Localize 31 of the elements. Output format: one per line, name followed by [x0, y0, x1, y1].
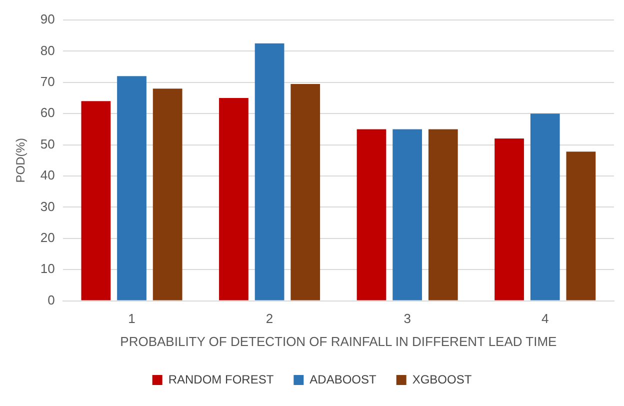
bar	[152, 88, 182, 300]
legend-label: RANDOM FOREST	[168, 372, 274, 386]
y-tick-label: 80	[40, 42, 55, 58]
x-tick-label: 2	[266, 311, 274, 326]
bar	[356, 129, 386, 300]
y-axis-title: POD(%)	[14, 138, 28, 183]
y-tick-label: 0	[48, 292, 55, 308]
x-tick-label: 3	[404, 311, 411, 326]
bar	[428, 129, 458, 300]
bar	[219, 98, 248, 300]
x-tick-label: 4	[541, 311, 549, 326]
y-tick-label: 10	[40, 261, 55, 276]
y-tick-label: 70	[40, 74, 55, 89]
y-tick-label: 20	[40, 230, 55, 245]
bar	[117, 76, 146, 300]
bar	[566, 152, 596, 300]
y-tick-label: 40	[40, 168, 55, 183]
bar	[254, 43, 284, 300]
legend-label: XGBOOST	[412, 372, 472, 386]
legend-label: ADABOOST	[310, 372, 378, 386]
x-tick-label: 1	[128, 311, 136, 326]
y-tick-label: 30	[40, 198, 55, 214]
y-tick-label: 90	[40, 12, 55, 27]
y-tick-label: 60	[40, 105, 55, 120]
bar	[81, 101, 111, 300]
bar	[494, 138, 524, 300]
x-axis-title: PROBABILITY OF DETECTION OF RAINFALL IN DIFFERENT LEAD TIME	[120, 334, 558, 349]
bar	[290, 84, 320, 300]
bar	[530, 114, 560, 300]
y-tick-label: 50	[40, 136, 55, 152]
bar	[392, 129, 422, 300]
